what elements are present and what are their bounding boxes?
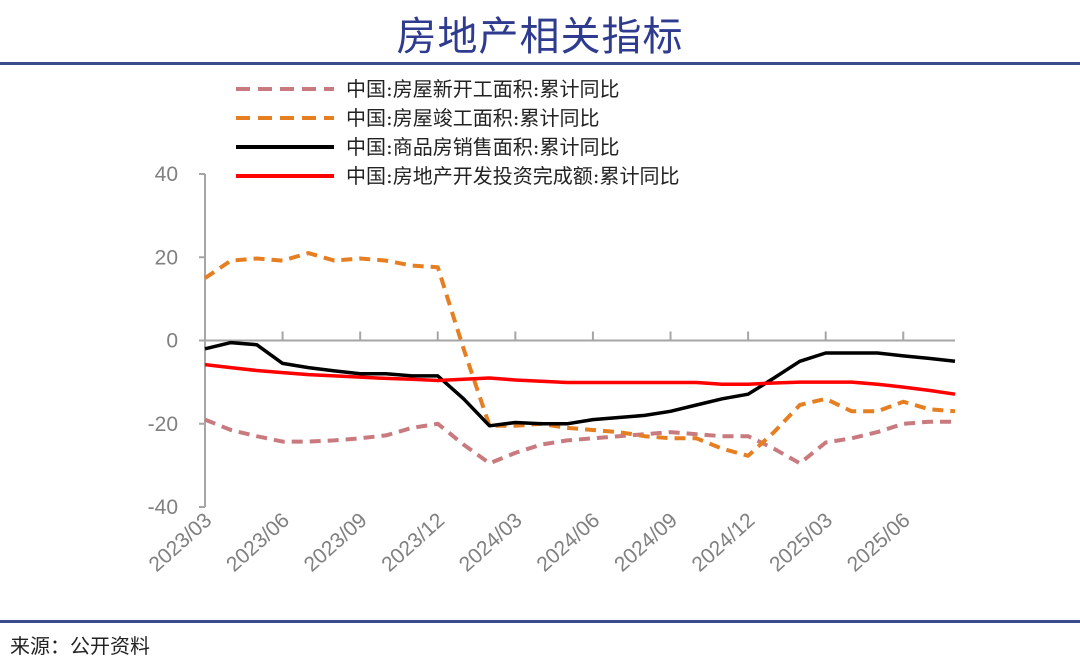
legend-label: 中国:房地产开发投资完成额:累计同比 (346, 164, 679, 188)
series-line-1 (204, 417, 955, 466)
source-note: 来源：公开资料 (10, 634, 150, 658)
legend-label: 中国:商品房销售面积:累计同比 (346, 135, 619, 159)
x-tick-label: 2024/12 (688, 509, 760, 577)
x-tick-label: 2025/06 (843, 509, 915, 577)
series-line-4 (204, 362, 956, 396)
x-tick-label: 2023/12 (377, 509, 449, 577)
title-rule (0, 62, 1080, 65)
y-tick-label: -20 (148, 413, 178, 436)
footer-rule (0, 620, 1080, 623)
y-tick-label: 40 (155, 163, 178, 186)
x-tick-label: 2024/03 (455, 509, 527, 577)
y-tick-label: 0 (166, 330, 178, 353)
x-tick-label: 2024/06 (532, 509, 604, 577)
series-line-3 (204, 340, 956, 428)
page-title: 房地产相关指标 (396, 14, 684, 60)
series-line-2 (203, 251, 956, 458)
y-tick-label: -40 (148, 496, 178, 519)
x-tick-label: 2023/09 (300, 509, 372, 577)
x-tick-label: 2025/03 (765, 509, 837, 577)
legend-label: 中国:房屋竣工面积:累计同比 (346, 106, 599, 130)
x-tick-label: 2024/09 (610, 509, 682, 577)
x-tick-label: 2023/06 (222, 509, 294, 577)
y-tick-label: 20 (155, 246, 178, 269)
legend-label: 中国:房屋新开工面积:累计同比 (346, 77, 619, 101)
